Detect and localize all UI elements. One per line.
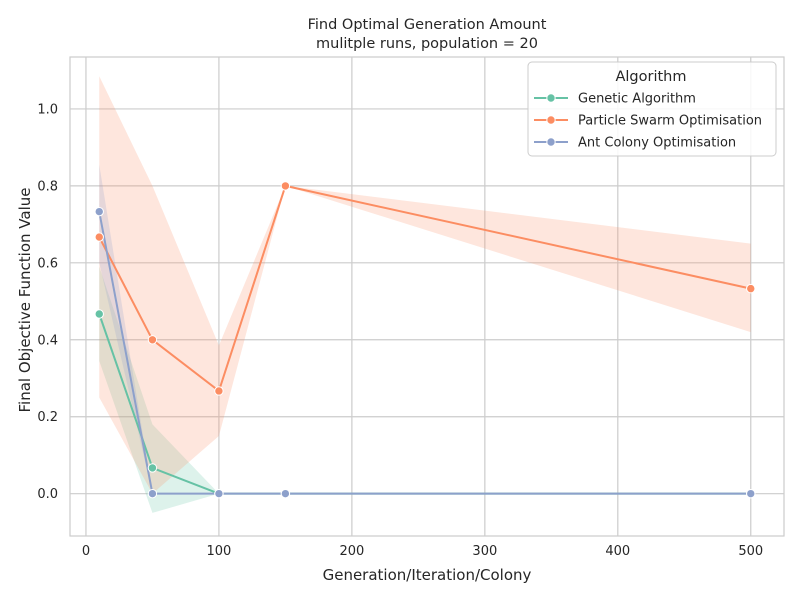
data-point [94, 309, 104, 319]
confidence-band [99, 266, 751, 513]
legend-entries: Genetic Algorithm Particle Swarm Optimisa… [534, 92, 762, 151]
legend-swatch-marker [546, 137, 556, 147]
data-point [280, 181, 291, 191]
x-axis-label: Generation/Iteration/Colony [323, 566, 532, 584]
y-tick-label: 0.0 [37, 487, 58, 502]
data-point [147, 488, 158, 499]
legend: Algorithm Genetic Algorithm Particle Swar… [527, 61, 777, 157]
y-tick-label: 0.6 [37, 256, 58, 271]
x-tick-label: 100 [207, 544, 232, 559]
legend-label: Ant Colony Optimisation [578, 136, 736, 151]
y-axis-label: Final Objective Function Value [16, 188, 34, 413]
series-markers [94, 181, 756, 499]
x-axis: 0 100 200 300 400 500 [82, 544, 763, 559]
y-tick-label: 1.0 [37, 102, 58, 117]
data-point [214, 488, 224, 499]
y-tick-label: 0.2 [37, 410, 58, 425]
data-point [94, 206, 104, 217]
data-point [746, 283, 756, 294]
data-point [280, 488, 291, 499]
y-axis: 0.0 0.2 0.4 0.6 0.8 1.0 [37, 102, 58, 502]
x-tick-label: 300 [472, 544, 497, 559]
data-point [214, 386, 224, 396]
confidence-band [99, 76, 751, 494]
data-point [94, 232, 104, 242]
data-point [147, 463, 158, 473]
legend-box [527, 61, 777, 157]
y-tick-label: 0.4 [37, 333, 58, 348]
legend-swatch-marker [546, 115, 556, 125]
x-tick-label: 400 [605, 544, 630, 559]
chart-title: Find Optimal Generation Amount [308, 17, 547, 33]
x-tick-label: 500 [738, 544, 763, 559]
legend-label: Particle Swarm Optimisation [578, 114, 762, 129]
data-point [147, 335, 158, 345]
data-point [746, 488, 756, 499]
chart-subtitle: mulitple runs, population = 20 [316, 36, 538, 52]
x-tick-label: 200 [339, 544, 364, 559]
confidence-bands [99, 76, 751, 513]
legend-label: Genetic Algorithm [578, 92, 696, 107]
legend-title: Algorithm [615, 69, 686, 85]
x-tick-label: 0 [82, 544, 90, 559]
y-tick-label: 0.8 [37, 179, 58, 194]
legend-swatch-marker [546, 93, 556, 103]
